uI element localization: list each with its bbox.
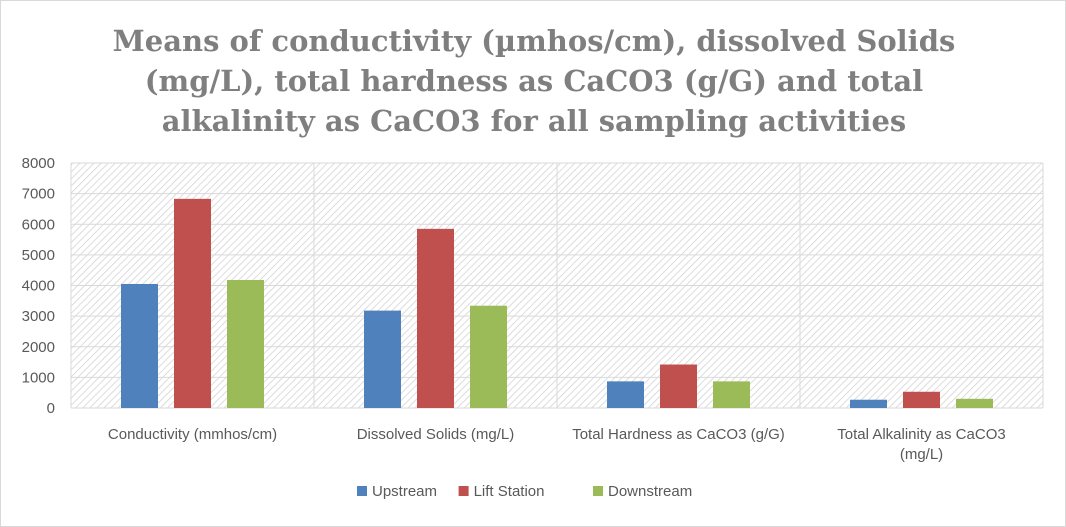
bar-upstream-2 [607,381,644,408]
x-category-label: Total Alkalinity as CaCO3 (mg/L) [837,426,1005,463]
y-tick-label: 7000 [22,186,55,203]
y-tick-label: 0 [47,400,55,417]
x-category-label: Conductivity (mmhos/cm) [108,426,277,443]
x-category-label: Total Hardness as CaCO3 (g/G) [572,426,785,443]
bar-downstream-1 [470,305,507,408]
y-tick-label: 6000 [22,216,55,233]
bar-downstream-0 [227,279,264,408]
chart-title: Means of conductivity (µmhos/cm), dissol… [112,24,956,138]
legend-label-lift-station: Lift Station [474,483,545,500]
x-category-label: Dissolved Solids (mg/L) [357,426,515,443]
bar-lift-station-1 [417,228,454,408]
y-tick-label: 8000 [22,155,55,172]
bar-upstream-3 [850,399,887,408]
legend-swatch-lift-station [458,486,469,496]
bar-upstream-1 [364,310,401,408]
bar-lift-station-2 [660,364,697,408]
legend-swatch-downstream [593,486,603,496]
bar-lift-station-3 [903,391,940,408]
y-tick-label: 2000 [22,339,55,356]
legend-swatch-upstream [357,486,367,496]
y-tick-label: 3000 [22,308,55,325]
y-tick-label: 5000 [22,247,55,264]
y-tick-label: 1000 [22,369,55,386]
legend-label-downstream: Downstream [608,483,692,500]
bar-upstream-0 [121,283,158,408]
bar-downstream-3 [956,398,993,408]
bar-lift-station-0 [174,198,211,408]
y-tick-label: 4000 [22,278,55,295]
legend-label-upstream: Upstream [372,483,437,500]
bar-downstream-2 [713,381,750,408]
